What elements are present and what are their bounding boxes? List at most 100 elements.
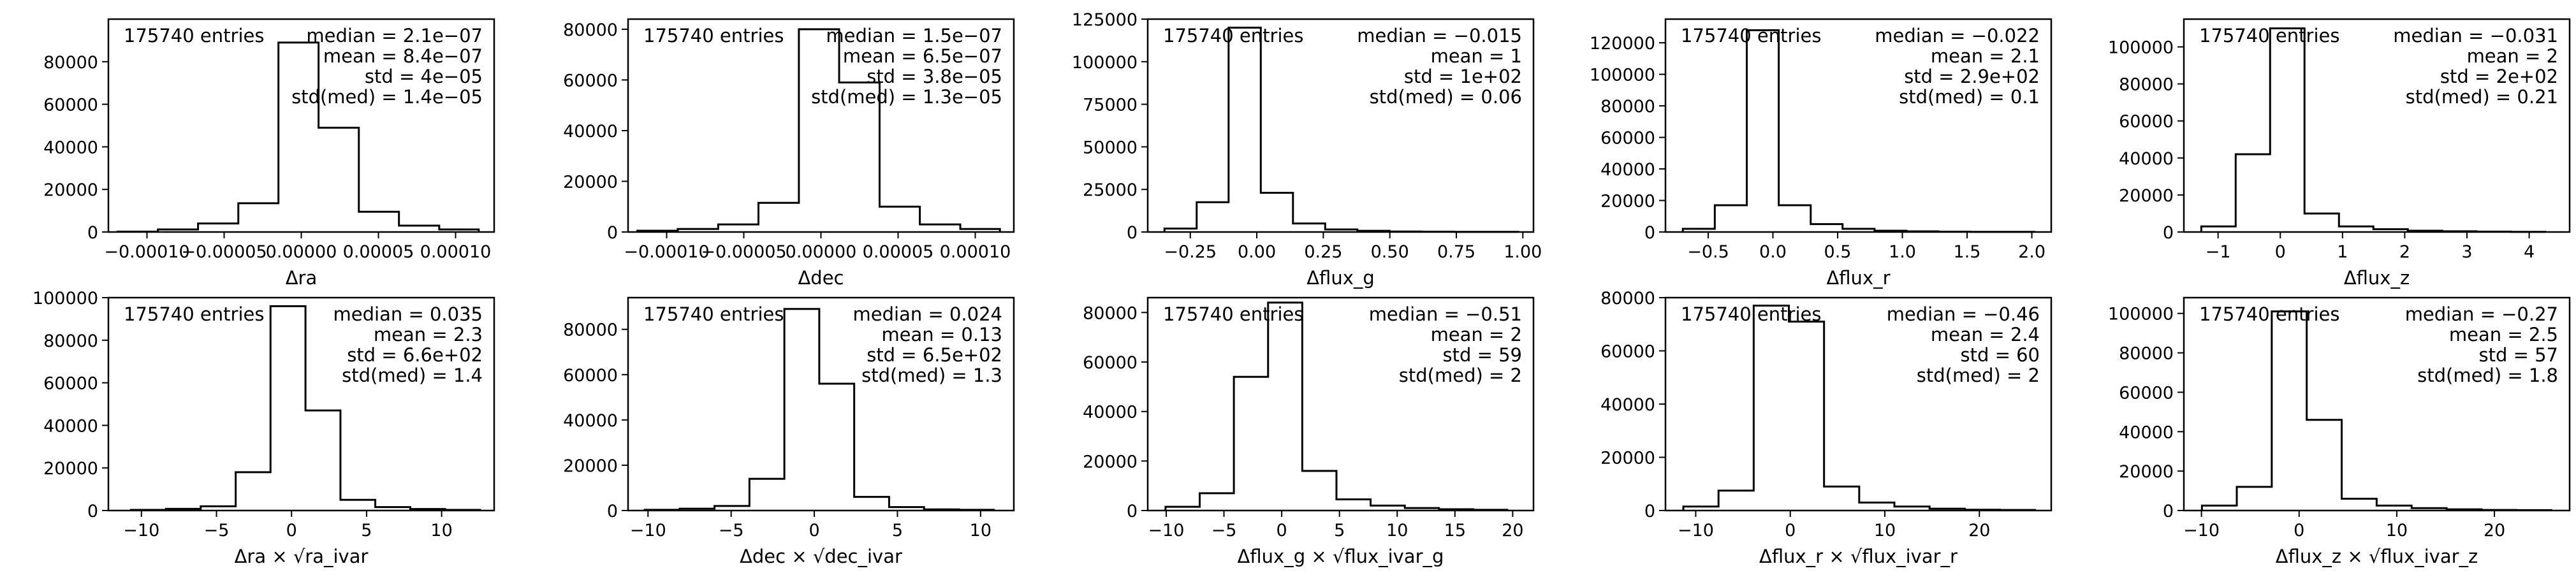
x-tick-label: −1 bbox=[2206, 242, 2231, 262]
y-tick-label: 80000 bbox=[2119, 75, 2174, 95]
x-tick-label: −0.00010 bbox=[624, 242, 709, 262]
x-axis-label: Δflux_g × √flux_ivar_g bbox=[1238, 546, 1444, 567]
y-tick-label: 80000 bbox=[1600, 97, 1655, 117]
y-tick-label: 60000 bbox=[1600, 129, 1655, 149]
x-tick-label: −10 bbox=[1148, 521, 1184, 540]
x-tick-label: 10 bbox=[430, 521, 452, 540]
stat-annotation: mean = 2.5 bbox=[2449, 324, 2558, 345]
entries-annotation: 175740 entries bbox=[643, 25, 784, 47]
y-tick-label: 125000 bbox=[1072, 10, 1138, 30]
y-tick-label: 0 bbox=[2163, 223, 2174, 243]
x-axis-label: Δflux_z × √flux_ivar_z bbox=[2276, 546, 2478, 567]
x-tick-label: −0.5 bbox=[1687, 242, 1729, 262]
y-tick-label: 40000 bbox=[2119, 149, 2174, 169]
stat-annotation: median = −0.27 bbox=[2405, 303, 2558, 325]
x-tick-label: 0 bbox=[2294, 521, 2304, 540]
x-axis-label: Δdec bbox=[798, 267, 844, 289]
x-tick-label: 10 bbox=[2386, 521, 2408, 540]
entries-annotation: 175740 entries bbox=[1163, 303, 1303, 325]
x-tick-label: 0.75 bbox=[1437, 242, 1475, 262]
histogram-panel: −0.5 0.0 0.5 1.0 1.5 2.0 0 20000 40000 60000 80000… bbox=[1590, 18, 2053, 289]
stat-annotation: mean = 8.4e−07 bbox=[323, 45, 483, 67]
stat-annotation: mean = 2.1 bbox=[1931, 45, 2040, 67]
x-tick-label: 0.00010 bbox=[940, 242, 1011, 262]
stat-annotation: std(med) = 1.8 bbox=[2417, 365, 2558, 386]
histogram-panel: −10 −5 0 5 10 0 20000 40000 60000 80000 100000 1757… bbox=[33, 289, 495, 567]
y-tick-label: 40000 bbox=[563, 122, 618, 141]
y-tick-label: 60000 bbox=[563, 71, 618, 91]
y-tick-label: 20000 bbox=[563, 456, 618, 476]
x-tick-label: 4 bbox=[2524, 242, 2535, 262]
y-tick-label: 0 bbox=[1644, 502, 1655, 521]
y-tick-label: 80000 bbox=[43, 331, 98, 351]
y-tick-label: 60000 bbox=[2119, 112, 2174, 132]
entries-annotation: 175740 entries bbox=[2199, 25, 2339, 47]
axes-frame bbox=[1146, 18, 1535, 233]
stat-annotation: median = −0.031 bbox=[2393, 25, 2558, 47]
y-tick-label: 100000 bbox=[1590, 66, 1655, 85]
stat-annotation: mean = 2 bbox=[2467, 45, 2558, 67]
x-tick-label: −0.00010 bbox=[104, 242, 189, 262]
stat-annotation: mean = 2.3 bbox=[374, 324, 483, 345]
stat-annotation: std(med) = 1.3 bbox=[861, 365, 1002, 386]
stat-annotation: median = −0.46 bbox=[1887, 303, 2040, 325]
y-tick-label: 40000 bbox=[563, 411, 618, 431]
x-axis-label: Δdec × √dec_ivar bbox=[740, 546, 902, 567]
x-tick-label: 5 bbox=[361, 521, 372, 540]
x-tick-label: 15 bbox=[1444, 521, 1466, 540]
x-tick-label: 0.00005 bbox=[343, 242, 414, 262]
histogram-step-line bbox=[117, 41, 480, 233]
axes-frame bbox=[1146, 296, 1535, 512]
stat-annotation: std(med) = 0.06 bbox=[1370, 86, 1522, 108]
histogram-step-line bbox=[129, 305, 481, 511]
axes-frame bbox=[2183, 18, 2571, 233]
y-tick-label: 20000 bbox=[2119, 186, 2174, 206]
histogram-panel: −10 −5 0 5 10 0 20000 40000 60000 80000 175740 ent… bbox=[563, 296, 1015, 567]
x-tick-label: 0.0 bbox=[1759, 242, 1787, 262]
y-tick-label: 0 bbox=[2163, 502, 2174, 521]
stat-annotation: mean = 1 bbox=[1431, 45, 1522, 67]
x-tick-label: 2.0 bbox=[2018, 242, 2045, 262]
y-tick-label: 100000 bbox=[33, 289, 98, 308]
stat-annotation: std(med) = 0.1 bbox=[1899, 86, 2040, 108]
x-axis-label: Δflux_r × √flux_ivar_r bbox=[1759, 546, 1958, 567]
entries-annotation: 175740 entries bbox=[124, 303, 264, 325]
stat-annotation: std = 4e−05 bbox=[365, 66, 483, 87]
y-tick-label: 40000 bbox=[43, 138, 98, 157]
stat-annotation: mean = 2.4 bbox=[1931, 324, 2040, 345]
x-tick-label: 1 bbox=[2337, 242, 2348, 262]
stat-annotation: std(med) = 1.4 bbox=[342, 365, 483, 386]
y-tick-label: 60000 bbox=[2119, 383, 2174, 403]
y-tick-label: 20000 bbox=[43, 459, 98, 479]
entries-annotation: 175740 entries bbox=[643, 303, 784, 325]
x-tick-label: −10 bbox=[1678, 521, 1714, 540]
y-tick-label: 100000 bbox=[2108, 305, 2174, 324]
x-tick-label: 0 bbox=[2275, 242, 2286, 262]
histogram-panel: −10 −5 0 5 10 15 20 0 20000 40000 60000 80000 175740… bbox=[1083, 296, 1535, 567]
stat-annotation: std(med) = 1.3e−05 bbox=[811, 86, 1002, 108]
y-tick-label: 20000 bbox=[563, 172, 618, 192]
entries-annotation: 175740 entries bbox=[2199, 303, 2339, 325]
x-tick-label: 0 bbox=[286, 521, 297, 540]
stat-annotation: median = 1.5e−07 bbox=[826, 25, 1002, 47]
x-tick-label: 5 bbox=[1334, 521, 1345, 540]
y-tick-label: 40000 bbox=[1600, 395, 1655, 415]
x-tick-label: 0.00010 bbox=[420, 242, 492, 262]
stat-annotation: std = 6.5e+02 bbox=[867, 344, 1002, 366]
x-tick-label: 3 bbox=[2461, 242, 2472, 262]
x-axis-label: Δra bbox=[286, 267, 318, 289]
y-tick-label: 0 bbox=[1644, 223, 1655, 243]
y-tick-label: 60000 bbox=[563, 366, 618, 386]
y-tick-label: 80000 bbox=[43, 53, 98, 73]
x-tick-label: −5 bbox=[204, 521, 230, 540]
y-tick-label: 80000 bbox=[2119, 344, 2174, 364]
y-tick-label: 0 bbox=[1127, 223, 1138, 243]
y-tick-label: 120000 bbox=[1590, 34, 1655, 54]
y-tick-label: 0 bbox=[607, 223, 618, 243]
y-tick-label: 25000 bbox=[1083, 180, 1138, 200]
x-tick-label: 20 bbox=[1968, 521, 1990, 540]
histogram-panel: −10 0 10 20 0 20000 40000 60000 80000 175740 entr… bbox=[1600, 289, 2053, 567]
y-tick-label: 20000 bbox=[2119, 462, 2174, 482]
